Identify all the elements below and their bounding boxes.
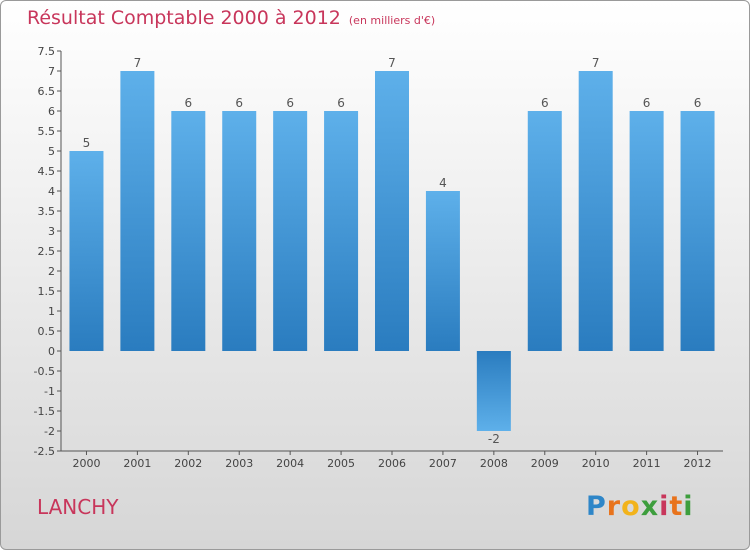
x-tick-label-2008: 2008 bbox=[480, 457, 508, 470]
x-tick-label-2000: 2000 bbox=[72, 457, 100, 470]
x-tick-label-2007: 2007 bbox=[429, 457, 457, 470]
data-label-2012: 6 bbox=[694, 96, 702, 110]
y-tick-label: 5.5 bbox=[38, 125, 56, 138]
y-tick-label: -0.5 bbox=[34, 365, 55, 378]
x-tick-label-2009: 2009 bbox=[531, 457, 559, 470]
data-label-2011: 6 bbox=[643, 96, 651, 110]
y-tick-label: 2 bbox=[48, 265, 55, 278]
bar-2006[interactable] bbox=[375, 71, 409, 351]
y-tick-label: 1 bbox=[48, 305, 55, 318]
y-tick-label: -1 bbox=[44, 385, 55, 398]
bar-2012[interactable] bbox=[680, 111, 715, 351]
y-tick-label: 2.5 bbox=[38, 245, 56, 258]
bar-2011[interactable] bbox=[629, 111, 664, 351]
data-label-2005: 6 bbox=[337, 96, 345, 110]
y-tick-label: -2.5 bbox=[34, 445, 55, 458]
data-label-2003: 6 bbox=[235, 96, 243, 110]
y-tick-label: 0.5 bbox=[38, 325, 56, 338]
data-label-2008: -2 bbox=[488, 432, 500, 446]
x-tick-label-2006: 2006 bbox=[378, 457, 406, 470]
axes: 7.5 7 6.5 6 5.5 5 4.5 4 3.5 3 2.5 2 1.5 1 0.5 0 -0.5 -1 -1… bbox=[34, 45, 723, 470]
x-tick-label-2010: 2010 bbox=[582, 457, 610, 470]
x-tick-label-2002: 2002 bbox=[174, 457, 202, 470]
data-label-2004: 6 bbox=[286, 96, 294, 110]
y-tick-label: 6.5 bbox=[38, 85, 56, 98]
bar-2008[interactable] bbox=[476, 351, 511, 431]
y-tick-label: 0 bbox=[48, 345, 55, 358]
data-label-2000: 5 bbox=[83, 136, 91, 150]
commune-name: LANCHY bbox=[37, 495, 119, 519]
y-tick-label: 3.5 bbox=[38, 205, 56, 218]
y-tick-label: 5 bbox=[48, 145, 55, 158]
y-tick-label: 4.5 bbox=[38, 165, 56, 178]
data-label-2006: 7 bbox=[388, 56, 396, 70]
bar-2003[interactable] bbox=[222, 111, 257, 351]
x-tick-label-2012: 2012 bbox=[684, 457, 712, 470]
x-tick-label-2005: 2005 bbox=[327, 457, 355, 470]
bar-2000[interactable] bbox=[69, 151, 104, 351]
y-tick-label: 4 bbox=[48, 185, 55, 198]
y-tick-label: 1.5 bbox=[38, 285, 56, 298]
bar-2001[interactable] bbox=[120, 71, 155, 351]
data-label-2002: 6 bbox=[184, 96, 192, 110]
data-label-2009: 6 bbox=[541, 96, 549, 110]
y-tick-label: 3 bbox=[48, 225, 55, 238]
bar-2005[interactable] bbox=[324, 111, 359, 351]
data-label-2001: 7 bbox=[134, 56, 142, 70]
bar-2009[interactable] bbox=[527, 111, 562, 351]
x-tick-label-2003: 2003 bbox=[225, 457, 253, 470]
x-tick-label-2004: 2004 bbox=[276, 457, 304, 470]
bar-2004[interactable] bbox=[273, 111, 308, 351]
chart-unit: (en milliers d'€) bbox=[348, 14, 436, 27]
chart-title: Résultat Comptable 2000 à 2012 (en millie… bbox=[27, 7, 435, 29]
y-tick-label: -2 bbox=[44, 425, 55, 438]
chart-title-text: Résultat Comptable 2000 à 2012 bbox=[27, 7, 341, 29]
bar-2010[interactable] bbox=[578, 71, 613, 351]
y-tick-label: 7.5 bbox=[38, 45, 56, 58]
data-label-2010: 7 bbox=[592, 56, 600, 70]
x-tick-label-2001: 2001 bbox=[123, 457, 151, 470]
bar-2007[interactable] bbox=[425, 191, 460, 351]
y-tick-label: 6 bbox=[48, 105, 55, 118]
bar-2002[interactable] bbox=[171, 111, 206, 351]
bars: 5 7 6 6 6 6 7 4 -2 6 7 6 6 bbox=[69, 56, 715, 446]
x-tick-label-2011: 2011 bbox=[633, 457, 661, 470]
proxiti-logo[interactable]: Proxiti bbox=[586, 491, 694, 522]
data-label-2007: 4 bbox=[439, 176, 447, 190]
y-tick-label: -1.5 bbox=[34, 405, 55, 418]
y-tick-label: 7 bbox=[48, 65, 55, 78]
